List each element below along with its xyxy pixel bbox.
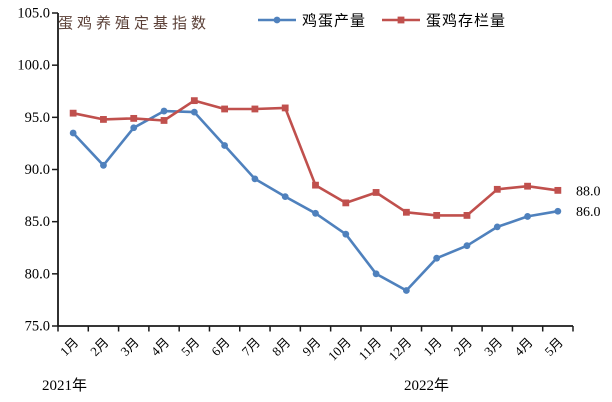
data-point-circle	[160, 107, 168, 115]
data-point-circle	[312, 209, 319, 217]
x-axis-month-label: 3月	[481, 335, 505, 359]
x-axis-month-label: 12月	[386, 335, 415, 364]
x-axis-year-label-2022: 2022年	[404, 377, 449, 394]
data-point-circle	[281, 193, 289, 201]
chart-title: 蛋鸡养殖定基指数	[58, 15, 210, 32]
data-point-circle	[342, 230, 350, 238]
x-axis-month-label: 6月	[208, 335, 232, 359]
x-axis-month-label: 2月	[87, 335, 111, 359]
data-point-circle	[524, 213, 531, 220]
series-layer	[69, 97, 562, 294]
legend-label-egg-production: 鸡蛋产量	[302, 13, 366, 30]
x-axis-month-label: 5月	[542, 335, 566, 359]
x-axis-month-label: 1月	[57, 335, 81, 359]
data-point-square	[160, 117, 168, 124]
data-point-square	[312, 181, 319, 189]
y-axis-tick-label: 100.0	[17, 58, 50, 74]
data-point-square	[221, 105, 229, 113]
y-axis-tick-label: 105.0	[17, 6, 50, 22]
axis-ticks	[52, 12, 574, 332]
x-axis-year-label-2021: 2021年	[42, 377, 87, 394]
series-end-value-label: 88.0	[576, 184, 601, 199]
data-point-square	[402, 208, 410, 216]
data-point-square	[342, 199, 350, 207]
x-axis-month-label: 8月	[269, 335, 293, 359]
legend: 鸡蛋产量 蛋鸡存栏量	[258, 13, 506, 30]
x-axis-month-label: 4月	[148, 335, 172, 359]
series-end-value-label: 86.0	[576, 205, 601, 220]
data-point-square	[372, 189, 380, 196]
x-axis-month-label: 2月	[451, 335, 475, 359]
data-point-square	[69, 109, 77, 117]
data-point-circle	[69, 129, 77, 137]
y-axis-tick-label: 95.0	[25, 110, 50, 126]
x-axis-month-label: 5月	[178, 335, 202, 359]
x-axis-month-label: 7月	[239, 335, 263, 359]
data-point-circle	[372, 270, 380, 278]
data-point-square	[433, 212, 441, 219]
x-axis-month-label: 11月	[356, 335, 385, 364]
data-point-circle	[130, 124, 138, 132]
series-line-square	[71, 99, 560, 217]
data-point-square	[190, 97, 198, 105]
data-point-circle	[100, 161, 107, 169]
data-point-circle	[433, 254, 441, 262]
y-axis-tick-label: 80.0	[25, 266, 50, 282]
data-point-circle	[493, 223, 501, 231]
data-point-square	[281, 104, 289, 112]
y-axis-tick-label: 75.0	[25, 319, 50, 335]
data-point-circle	[463, 242, 471, 250]
data-point-circle	[251, 175, 259, 183]
data-point-circle	[402, 287, 410, 294]
data-point-circle	[554, 207, 562, 215]
x-axis-month-label: 9月	[299, 335, 323, 359]
data-point-square	[100, 116, 107, 123]
legend-marker-circle-icon	[273, 16, 281, 24]
data-point-square	[493, 185, 501, 193]
data-point-square	[463, 212, 471, 219]
data-point-square	[524, 182, 531, 190]
legend-marker-square-icon	[397, 16, 405, 24]
x-axis-month-label: 3月	[117, 335, 141, 359]
x-axis-month-label: 4月	[511, 335, 535, 359]
legend-label-hen-inventory: 蛋鸡存栏量	[426, 13, 506, 30]
y-axis-tick-label: 90.0	[25, 162, 50, 178]
y-axis-tick-label: 85.0	[25, 214, 50, 230]
data-point-square	[554, 186, 562, 194]
data-point-square	[130, 114, 138, 122]
x-axis-month-label: 1月	[420, 335, 444, 359]
data-point-square	[251, 105, 259, 113]
data-point-circle	[190, 108, 198, 116]
data-point-circle	[221, 142, 229, 149]
x-axis-month-label: 10月	[325, 335, 354, 364]
